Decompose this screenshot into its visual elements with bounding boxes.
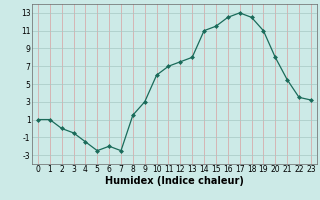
X-axis label: Humidex (Indice chaleur): Humidex (Indice chaleur)	[105, 176, 244, 186]
